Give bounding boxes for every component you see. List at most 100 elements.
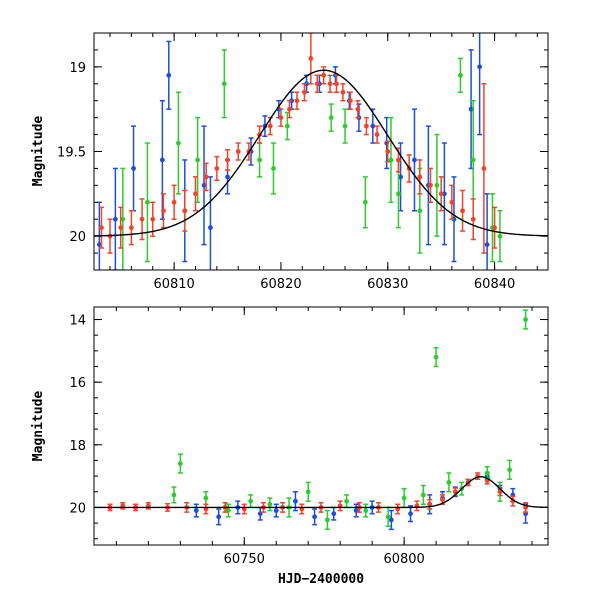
bottom-data-point (331, 511, 337, 517)
top-data-point (145, 199, 150, 205)
bottom-data-point (193, 508, 199, 513)
top-data-point (278, 115, 284, 121)
top-data-point (225, 174, 230, 180)
top-data-point (417, 208, 423, 214)
bottom-data-point (427, 501, 433, 507)
top-data-point (347, 98, 353, 104)
top-data-point (334, 81, 339, 87)
bottom-data-point (267, 501, 273, 507)
top-data-point (497, 233, 503, 239)
top-data-point (96, 242, 102, 248)
bottom-x-tick-label: 60750 (224, 552, 265, 567)
top-data-point (364, 123, 369, 129)
top-data-point (385, 149, 391, 154)
top-data-point (271, 166, 276, 171)
top-data-point (434, 182, 440, 188)
top-data-point (374, 132, 380, 137)
top-y-tick-label: 19 (69, 61, 86, 76)
top-data-point (308, 55, 314, 61)
bottom-data-point (446, 479, 452, 485)
top-data-point (458, 72, 463, 78)
top-data-point (492, 225, 497, 231)
bottom-data-point (344, 498, 349, 504)
top-data-point (166, 72, 172, 78)
top-data-point (139, 216, 145, 222)
bottom-data-point (433, 354, 439, 360)
top-data-point (449, 199, 455, 205)
top-data-point (438, 191, 444, 197)
bottom-data-marks (94, 309, 548, 531)
top-data-point (355, 106, 361, 112)
top-data-point (195, 157, 201, 163)
top-data-point (484, 242, 490, 248)
top-data-point (161, 208, 166, 214)
top-y-tick-label: 19.5 (57, 146, 86, 161)
top-data-point (284, 123, 290, 129)
top-data-point (302, 89, 307, 95)
top-data-point (470, 216, 476, 222)
top-x-tick-label: 60840 (474, 277, 515, 292)
top-data-point (128, 225, 134, 231)
top-data-point (182, 208, 188, 214)
bottom-data-point (324, 517, 330, 523)
top-panel: 60810 60820 60830 60840 19 19.5 20 Magnitude (31, 32, 549, 292)
x-axis-title: HJD−2400000 (278, 572, 364, 587)
top-data-point (112, 216, 118, 222)
top-data-point (203, 174, 209, 180)
bottom-model-curve (94, 476, 548, 509)
top-data-point (370, 123, 376, 129)
top-data-point (396, 157, 401, 163)
top-data-point (362, 199, 368, 205)
bottom-data-point (203, 495, 209, 501)
top-data-point (481, 166, 487, 171)
top-data-point (201, 182, 207, 188)
bottom-data-point (305, 489, 311, 495)
top-data-point (150, 216, 156, 222)
bottom-data-point (248, 498, 254, 504)
top-data-point (208, 225, 213, 231)
top-x-tick-label: 60810 (153, 277, 194, 292)
bottom-panel: 60750 60800 14 16 18 20 Magnitude HJD−2400000 (31, 306, 549, 587)
bottom-y-axis-title: Magnitude (31, 391, 46, 462)
bottom-data-point (507, 467, 513, 473)
top-data-point (428, 182, 433, 188)
top-data-point (396, 191, 401, 197)
top-data-point (193, 191, 198, 197)
bottom-data-point (312, 514, 318, 520)
top-model-curve (94, 69, 548, 237)
top-data-point (398, 174, 403, 180)
bottom-y-tick-label: 16 (69, 376, 86, 391)
bottom-data-point (440, 497, 445, 502)
bottom-data-point (273, 508, 279, 513)
bottom-data-point (523, 317, 529, 322)
bottom-data-point (388, 517, 394, 523)
bottom-y-tick-label: 14 (69, 314, 86, 329)
top-y-tick-label: 20 (69, 230, 86, 245)
top-x-tick-label: 60820 (260, 277, 301, 292)
top-data-point (120, 216, 126, 222)
top-data-marks (94, 33, 548, 270)
top-data-point (470, 157, 476, 163)
bottom-plot-frame (93, 306, 549, 546)
top-data-point (477, 64, 483, 70)
bottom-data-point (171, 492, 177, 498)
bottom-data-point (408, 511, 413, 517)
top-data-point (214, 166, 220, 171)
top-data-point (412, 157, 417, 163)
top-data-point (417, 174, 423, 180)
top-axis-ticks: 60810 60820 60830 60840 19 19.5 20 (57, 32, 548, 292)
bottom-data-point (420, 492, 426, 498)
bottom-data-point (401, 495, 407, 501)
top-data-point (340, 89, 346, 95)
bottom-y-tick-label: 18 (69, 439, 86, 454)
top-data-point (314, 81, 320, 87)
top-data-point (225, 157, 230, 163)
bottom-data-point (363, 508, 369, 513)
top-data-point (327, 81, 333, 87)
top-data-point (171, 199, 177, 205)
bottom-y-tick-label: 20 (69, 501, 86, 516)
top-data-point (235, 149, 241, 154)
top-data-point (460, 208, 465, 214)
top-data-point (118, 225, 124, 231)
bottom-x-tick-label: 60800 (383, 552, 424, 567)
